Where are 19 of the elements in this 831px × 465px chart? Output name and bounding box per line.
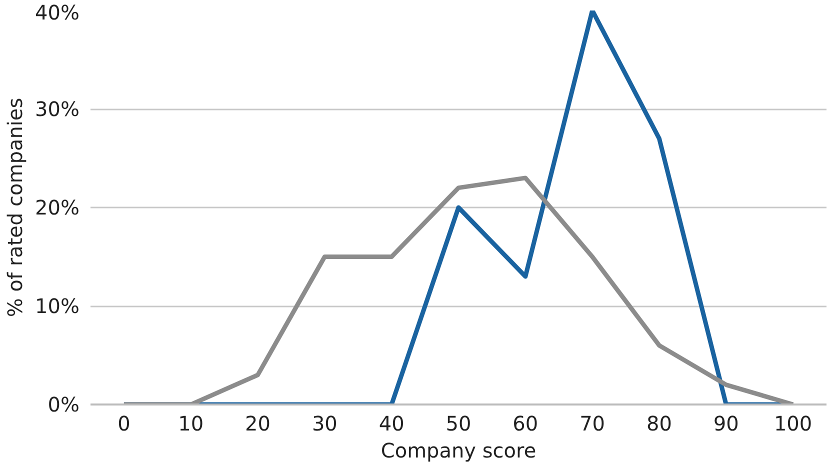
x-tick-label: 20: [245, 412, 270, 436]
x-axis-title: Company score: [380, 438, 536, 462]
x-tick-label: 90: [713, 412, 739, 436]
y-tick-label: 40%: [35, 0, 80, 24]
y-tick-label: 20%: [35, 196, 80, 220]
x-tick-label: 70: [580, 412, 606, 436]
x-tick-label: 60: [512, 412, 538, 436]
x-tick-label: 10: [178, 412, 204, 436]
x-tick-label: 50: [446, 412, 472, 436]
x-tick-label: 30: [312, 412, 338, 436]
x-tick-label: 100: [774, 412, 812, 436]
x-tick-label: 80: [646, 412, 672, 436]
x-tick-label: 40: [378, 412, 404, 436]
x-tick-label: 0: [118, 412, 130, 436]
line-series: [122, 176, 796, 404]
y-tick-label: 10%: [35, 294, 80, 318]
y-tick-label: 30%: [35, 97, 80, 121]
y-axis-title: % of rated companies: [3, 98, 28, 318]
y-tick-label: 0%: [48, 392, 80, 416]
